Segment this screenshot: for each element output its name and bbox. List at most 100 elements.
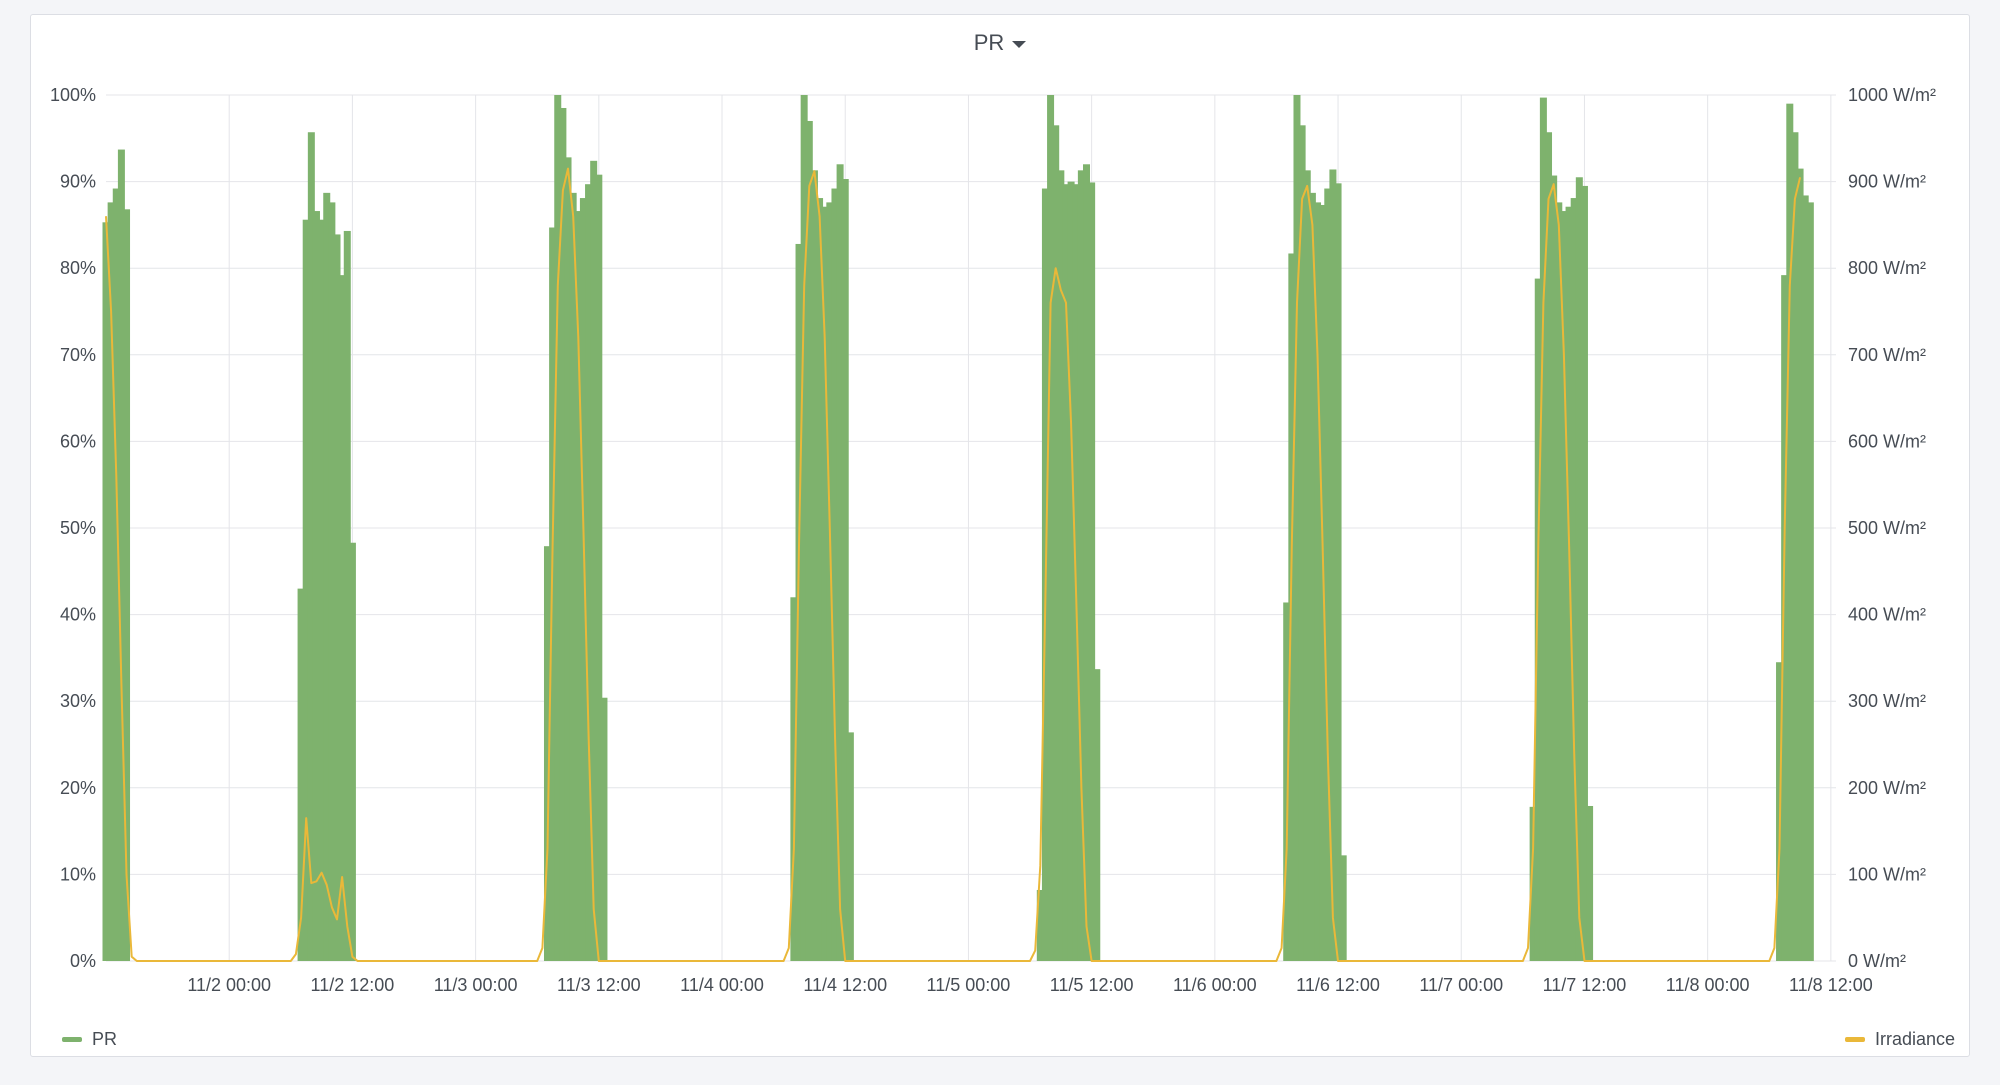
y-left-tick-label: 10% — [60, 864, 96, 884]
pr-bar — [333, 234, 341, 961]
pr-bar — [574, 211, 582, 961]
pr-bar — [1801, 195, 1809, 961]
y-left-tick-label: 50% — [60, 518, 96, 538]
pr-bar — [569, 192, 577, 961]
y-left-tick-label: 100% — [50, 85, 96, 105]
pr-bar — [117, 149, 125, 962]
pr-bar — [841, 179, 849, 961]
x-tick-label: 11/7 12:00 — [1543, 975, 1627, 995]
pr-bar — [564, 157, 572, 962]
x-tick-label: 11/5 00:00 — [927, 975, 1011, 995]
pr-bar — [1339, 855, 1347, 961]
pr-bar — [585, 184, 593, 961]
y-right-tick-label: 400 W/m² — [1848, 605, 1926, 625]
legend-label-pr: PR — [92, 1029, 118, 1049]
x-tick-label: 11/4 12:00 — [803, 975, 887, 995]
y-left-tick-label: 40% — [60, 605, 96, 625]
pr-bar — [343, 230, 351, 961]
pr-bar — [1088, 182, 1096, 961]
pr-bar — [102, 222, 110, 961]
pr-bar — [1298, 125, 1306, 961]
x-tick-label: 11/4 00:00 — [680, 975, 764, 995]
pr-bar — [831, 188, 839, 961]
pr-bar — [1083, 164, 1091, 961]
pr-bar — [805, 120, 813, 962]
pr-bar — [1036, 889, 1044, 961]
legend-swatch-pr — [62, 1037, 82, 1042]
pr-bar — [307, 132, 315, 961]
pr-bar — [1534, 278, 1542, 961]
x-tick-label: 11/3 00:00 — [434, 975, 518, 995]
pr-bars — [102, 95, 1814, 962]
legend-pr[interactable]: PR — [62, 1029, 117, 1050]
y-right-tick-label: 300 W/m² — [1848, 691, 1926, 711]
y-right-tick-label: 900 W/m² — [1848, 172, 1926, 192]
pr-bar — [328, 202, 336, 961]
pr-bar — [1062, 184, 1070, 961]
y-left-tick-label: 30% — [60, 691, 96, 711]
x-tick-label: 11/6 12:00 — [1296, 975, 1380, 995]
caret-down-icon — [1012, 41, 1027, 48]
pr-bar — [1093, 669, 1101, 961]
pr-bar — [1529, 806, 1537, 961]
pr-bar — [1575, 177, 1583, 961]
x-tick-label: 11/8 12:00 — [1789, 975, 1873, 995]
panel-header: PR — [31, 15, 1969, 71]
pr-bar — [312, 211, 320, 961]
x-tick-label: 11/6 00:00 — [1173, 975, 1257, 995]
legend-label-irradiance: Irradiance — [1874, 1029, 1955, 1049]
pr-bar — [1314, 202, 1322, 961]
x-tick-label: 11/5 12:00 — [1050, 975, 1134, 995]
x-tick-label: 11/8 00:00 — [1666, 975, 1750, 995]
pr-bar — [1057, 170, 1065, 962]
pr-bar — [1560, 211, 1568, 961]
pr-bar — [1067, 181, 1075, 962]
pr-bar — [816, 198, 824, 961]
legend-irradiance[interactable]: Irradiance — [1844, 1029, 1955, 1050]
pr-bar — [826, 202, 834, 961]
x-tick-label: 11/2 00:00 — [187, 975, 271, 995]
pr-bar — [579, 198, 587, 961]
pr-bar — [1077, 170, 1085, 962]
y-right-tick-label: 600 W/m² — [1848, 431, 1926, 451]
pr-bar — [800, 95, 808, 961]
pr-bar — [1786, 103, 1794, 961]
pr-bar — [1806, 202, 1814, 961]
y-right-axis: 0 W/m² 100 W/m² 200 W/m² 300 W/m² 400 W/m² 50… — [1848, 85, 1936, 971]
y-right-tick-label: 100 W/m² — [1848, 864, 1926, 884]
pr-bar — [1334, 183, 1342, 961]
y-right-tick-label: 0 W/m² — [1848, 951, 1906, 971]
pr-bar — [112, 188, 120, 961]
panel-title-menu[interactable]: PR — [974, 30, 1027, 56]
legend-swatch-irradiance — [1844, 1037, 1865, 1042]
y-left-axis: 0% 10% 20% 30% 40% 50% 60% 70% 80% 90% 100% — [50, 85, 96, 971]
pr-bar — [810, 170, 818, 962]
y-left-tick-label: 70% — [60, 345, 96, 365]
pr-bar — [1303, 170, 1311, 962]
irradiance-line — [105, 167, 1802, 962]
pr-bar — [600, 697, 608, 961]
pr-bar — [1047, 95, 1055, 961]
pr-irradiance-chart: 0% 10% 20% 30% 40% 50% 60% 70% 80% 90% 100% 0 W/m²… — [50, 85, 1936, 995]
pr-bar — [1293, 95, 1301, 961]
y-left-tick-label: 90% — [60, 172, 96, 192]
pr-bar — [1781, 275, 1789, 961]
pr-bar — [836, 164, 844, 961]
pr-bar — [302, 219, 310, 962]
x-tick-label: 11/2 12:00 — [311, 975, 395, 995]
pr-bar — [821, 206, 829, 962]
pr-bar — [1791, 132, 1799, 961]
pr-bar — [1308, 192, 1316, 961]
pr-bar — [595, 174, 603, 961]
pr-bar — [318, 219, 326, 962]
pr-bar — [543, 546, 551, 961]
pr-bar — [554, 95, 562, 961]
pr-bar — [348, 542, 356, 961]
pr-bar — [790, 597, 798, 961]
pr-bar — [1580, 185, 1588, 961]
x-axis: 11/2 00:00 11/2 12:00 11/3 00:00 11/3 12:00… — [187, 975, 1872, 995]
pr-bar — [1052, 125, 1060, 961]
y-left-tick-label: 80% — [60, 258, 96, 278]
irradiance-line-group — [105, 167, 1802, 962]
y-right-tick-label: 700 W/m² — [1848, 345, 1926, 365]
